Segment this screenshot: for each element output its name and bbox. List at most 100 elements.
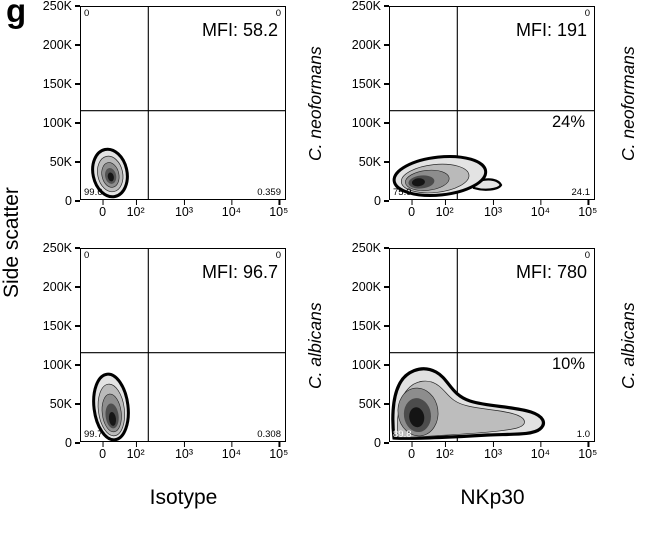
x-tick-label: 10⁴ — [531, 200, 550, 219]
y-tick-label: 100K — [351, 357, 381, 372]
tick-mark — [75, 364, 80, 366]
tick-mark — [384, 161, 389, 163]
y-tick-label: 150K — [351, 76, 381, 91]
plot-column: 0 89.8 1.0 MFI: 780 10% 0 10² 10³ 10⁴ 10… — [389, 248, 597, 466]
y-tick-label: 0 — [65, 435, 72, 450]
x-tick-label: 10³ — [484, 200, 502, 219]
tick-mark — [75, 122, 80, 124]
plot-grid: 250K 200K 150K 100K 50K 0 — [34, 0, 660, 510]
y-tick-label: 50K — [358, 154, 381, 169]
tick-mark — [384, 286, 389, 288]
tick-mark — [75, 247, 80, 249]
x-tick-label: 10³ — [175, 442, 193, 461]
y-tick-label: 0 — [374, 193, 381, 208]
tick-mark — [384, 122, 389, 124]
y-tick-label: 250K — [351, 240, 381, 255]
tick-mark — [75, 286, 80, 288]
row-label-c-albicans-right: C. albicans — [617, 302, 638, 389]
y-tick-label: 100K — [351, 115, 381, 130]
panel-label: g — [6, 0, 27, 29]
x-tick-label: 10⁵ — [578, 442, 597, 461]
plot-area: 0 0 99.7 0.308 MFI: 96.7 — [80, 248, 286, 442]
tick-mark — [75, 325, 80, 327]
tick-mark — [384, 200, 389, 202]
y-tick-label: 150K — [42, 76, 72, 91]
quadrant-stat-upper-left: 0 — [84, 250, 90, 261]
tick-mark — [384, 247, 389, 249]
y-axis-ticks: 250K 200K 150K 100K 50K 0 — [34, 242, 80, 449]
x-tick-label: 10⁴ — [222, 442, 241, 461]
row-label-c-neoformans-right: C. neoformans — [617, 46, 638, 161]
flow-plot-nkp30-albicans: 250K 200K 150K 100K 50K 0 — [343, 242, 598, 466]
percent-positive-label: 10% — [551, 354, 585, 373]
x-tick-label: 10² — [436, 200, 454, 219]
y-tick-label: 150K — [351, 318, 381, 333]
quadrant-stat-lower-right: 0.308 — [257, 428, 281, 440]
y-tick-label: 250K — [351, 0, 381, 13]
x-tick-label: 0 — [99, 442, 106, 461]
x-axis-title-nkp30: NKp30 — [460, 486, 525, 509]
tick-mark — [384, 44, 389, 46]
x-axis-ticks: 0 10² 10³ 10⁴ 10⁵ — [389, 442, 597, 466]
row-label-c-albicans-left: C. albicans — [304, 302, 325, 389]
flow-plot-nkp30-neoformans: 250K 200K 150K 100K 50K 0 — [343, 0, 598, 224]
tick-mark — [384, 442, 389, 444]
quadrant-stat-lower-right: 1.0 — [576, 428, 590, 440]
x-axis-title-isotype: Isotype — [149, 486, 218, 509]
mfi-label: MFI: 191 — [515, 20, 587, 40]
tick-mark — [384, 325, 389, 327]
y-tick-label: 0 — [374, 435, 381, 450]
x-tick-label: 10² — [127, 200, 145, 219]
plot-area: 0 0 99.6 0.359 MFI: 58.2 — [80, 6, 286, 200]
quadrant-stat-upper-right: 0 — [584, 250, 590, 261]
contour-population — [91, 147, 129, 199]
tick-mark — [384, 403, 389, 405]
tick-mark — [75, 44, 80, 46]
tick-mark — [384, 5, 389, 7]
y-axis-ticks: 250K 200K 150K 100K 50K 0 — [34, 0, 80, 207]
y-tick-label: 100K — [42, 357, 72, 372]
plot-area: 0 75.9 24.1 MFI: 191 24% — [389, 6, 595, 200]
y-tick-label: 250K — [42, 0, 72, 13]
quadrant-stat-lower-left: 99.7 — [84, 428, 103, 440]
x-tick-label: 10² — [127, 442, 145, 461]
x-axis-ticks: 0 10² 10³ 10⁴ 10⁵ — [80, 442, 288, 466]
mfi-label: MFI: 780 — [515, 262, 587, 282]
flow-plot-isotype-neoformans: 250K 200K 150K 100K 50K 0 — [34, 0, 289, 224]
y-tick-label: 250K — [42, 240, 72, 255]
contour-plot-svg — [390, 249, 594, 441]
x-tick-label: 0 — [408, 442, 415, 461]
mfi-label: MFI: 96.7 — [201, 262, 278, 282]
quadrant-stat-upper-right: 0 — [584, 8, 590, 19]
y-tick-label: 200K — [42, 279, 72, 294]
quadrant-stat-lower-right: 24.1 — [571, 186, 591, 198]
quadrant-stat-lower-right: 0.359 — [257, 186, 281, 198]
y-axis-title: Side scatter — [0, 187, 23, 299]
quadrant-stat-lower-left: 99.6 — [84, 186, 103, 198]
quadrant-stat-upper-right: 0 — [275, 8, 281, 19]
x-tick-label: 10⁴ — [531, 442, 550, 461]
tick-mark — [75, 403, 80, 405]
x-tick-label: 0 — [99, 200, 106, 219]
x-tick-label: 0 — [408, 200, 415, 219]
y-axis-ticks: 250K 200K 150K 100K 50K 0 — [343, 0, 389, 207]
x-axis-ticks: 0 10² 10³ 10⁴ 10⁵ — [389, 200, 597, 224]
contour-plot-svg — [390, 7, 594, 199]
y-tick-label: 200K — [42, 37, 72, 52]
contour-population — [92, 372, 130, 441]
tick-mark — [75, 200, 80, 202]
y-tick-label: 50K — [49, 396, 72, 411]
y-tick-label: 100K — [42, 115, 72, 130]
contour-population — [392, 155, 488, 198]
quadrant-stat-upper-left: 0 — [84, 8, 90, 19]
y-tick-label: 0 — [65, 193, 72, 208]
contour-plot-svg — [81, 7, 285, 199]
plot-area: 0 89.8 1.0 MFI: 780 10% — [389, 248, 595, 442]
contour-plot-svg — [81, 249, 285, 441]
tick-mark — [384, 364, 389, 366]
y-tick-label: 50K — [49, 154, 72, 169]
x-tick-label: 10⁵ — [269, 200, 288, 219]
x-tick-label: 10³ — [175, 200, 193, 219]
y-tick-label: 200K — [351, 37, 381, 52]
x-tick-label: 10² — [436, 442, 454, 461]
